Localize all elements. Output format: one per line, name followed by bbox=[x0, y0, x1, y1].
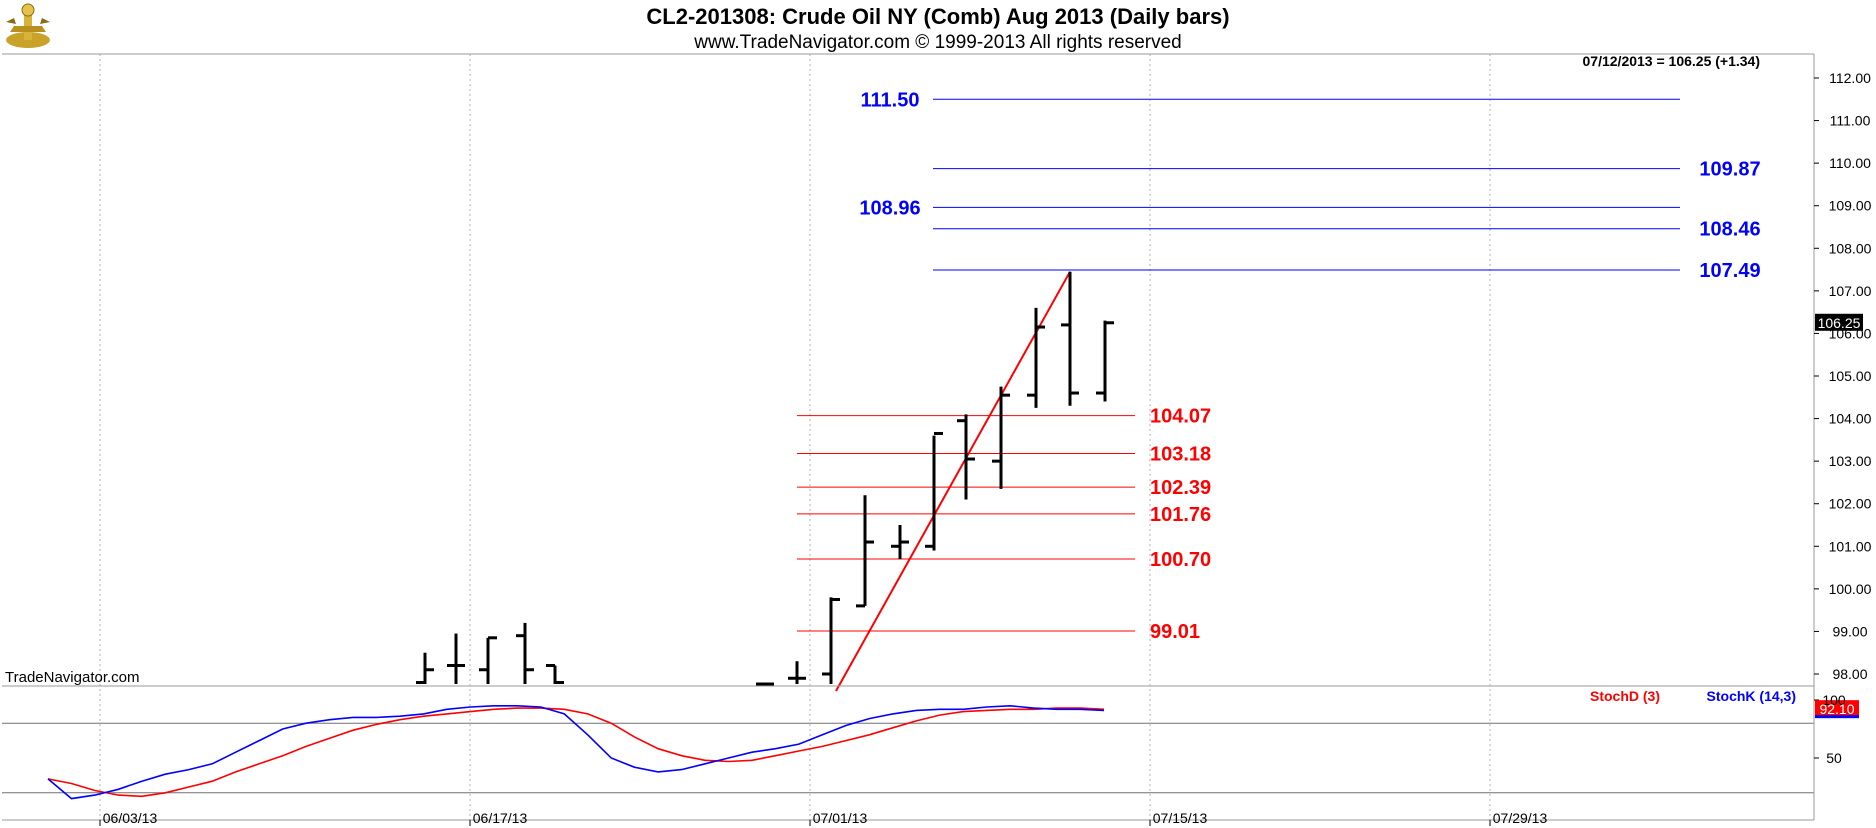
stoch-legend-d: StochD (3) bbox=[1590, 688, 1660, 704]
stoch-legend-k: StochK (14,3) bbox=[1707, 688, 1796, 704]
ohlc-bar bbox=[1096, 320, 1114, 402]
ohlc-bar bbox=[957, 414, 975, 500]
projection-level-label: 111.50 bbox=[861, 89, 920, 111]
price-bars bbox=[416, 271, 1114, 686]
retracement-level-label: 101.76 bbox=[1150, 504, 1211, 526]
stoch-value-badge bbox=[1815, 700, 1859, 718]
y-tick-label: 100.00 bbox=[1829, 581, 1872, 597]
y-tick-label: 108.00 bbox=[1829, 240, 1872, 256]
y-tick-label: 107.00 bbox=[1829, 283, 1872, 299]
x-tick-label: 07/15/13 bbox=[1153, 810, 1208, 826]
ohlc-bar bbox=[479, 636, 497, 684]
stochastic-panel bbox=[2, 704, 1814, 800]
x-tick-label: 07/01/13 bbox=[813, 810, 868, 826]
y-tick-label: 99.00 bbox=[1832, 623, 1867, 639]
y-tick-label: 111.00 bbox=[1830, 113, 1871, 129]
chart-text: 98.00 99.00 100.00 101.00 102.00 103.00 104.00… bbox=[5, 53, 1872, 826]
y-tick-label: 112.00 bbox=[1829, 70, 1871, 86]
stoch-value-label: 92.10 bbox=[1819, 701, 1854, 717]
x-tick-label: 06/03/13 bbox=[103, 810, 158, 826]
y-tick-label: 102.00 bbox=[1829, 496, 1872, 512]
y-tick-label: 98.00 bbox=[1832, 666, 1867, 682]
ohlc-bar bbox=[856, 495, 874, 608]
retracement-level-label: 100.70 bbox=[1150, 549, 1211, 571]
axes bbox=[2, 53, 1863, 826]
header-background bbox=[0, 0, 1876, 54]
trendline-layer bbox=[835, 271, 1071, 692]
y-tick-label: 101.00 bbox=[1829, 538, 1872, 554]
trendline bbox=[835, 271, 1071, 692]
plot-background bbox=[0, 54, 1876, 828]
projection-level-label: 109.87 bbox=[1699, 159, 1760, 181]
ohlc-bar bbox=[516, 622, 534, 684]
ohlc-bar bbox=[546, 663, 564, 685]
chart-title: CL2-201308: Crude Oil NY (Comb) Aug 2013… bbox=[646, 4, 1230, 29]
ohlc-bar bbox=[416, 652, 434, 685]
quote-label: 07/12/2013 = 106.25 (+1.34) bbox=[1583, 53, 1760, 69]
x-tick-label: 07/29/13 bbox=[1493, 810, 1548, 826]
x-tick-label: 06/17/13 bbox=[473, 810, 528, 826]
y-tick-label: 105.00 bbox=[1829, 368, 1872, 384]
retracement-level-label: 104.07 bbox=[1150, 406, 1211, 428]
projection-level-label: 107.49 bbox=[1699, 260, 1760, 282]
ohlc-bar bbox=[925, 431, 943, 551]
watermark-label: TradeNavigator.com bbox=[5, 669, 140, 686]
last-price-label: 106.25 bbox=[1818, 315, 1861, 331]
stoch-series-line bbox=[47, 707, 1105, 798]
stoch-y-tick-label: 50 bbox=[1826, 750, 1842, 766]
projection-level-label: 108.96 bbox=[859, 197, 920, 219]
ohlc-bar bbox=[891, 525, 909, 560]
ohlc-bar bbox=[1027, 307, 1045, 408]
y-tick-label: 104.00 bbox=[1829, 411, 1872, 427]
y-tick-label: 110.00 bbox=[1829, 155, 1871, 171]
retracement-level-label: 102.39 bbox=[1150, 477, 1211, 499]
ohlc-bar bbox=[992, 386, 1010, 489]
y-tick-label: 109.00 bbox=[1829, 198, 1872, 214]
y-tick-label: 106.00 bbox=[1829, 325, 1872, 341]
stoch-series-line bbox=[47, 704, 1105, 800]
ohlc-bar bbox=[788, 661, 806, 684]
trade-navigator-logo bbox=[2, 2, 54, 52]
retracement-level-label: 103.18 bbox=[1150, 443, 1211, 465]
stoch-y-tick-label: 100 bbox=[1822, 692, 1846, 708]
projection-level-label: 108.46 bbox=[1699, 219, 1760, 241]
ohlc-bar bbox=[822, 597, 840, 684]
last-price-badge bbox=[1815, 313, 1863, 331]
stoch-value-badge-k bbox=[1815, 715, 1859, 719]
retracement-level-label: 99.01 bbox=[1150, 621, 1200, 643]
ohlc-bar bbox=[1061, 271, 1079, 406]
ohlc-bar bbox=[447, 633, 465, 684]
chart-subtitle: www.TradeNavigator.com © 1999-2013 All r… bbox=[694, 32, 1182, 53]
y-tick-label: 103.00 bbox=[1829, 453, 1872, 469]
